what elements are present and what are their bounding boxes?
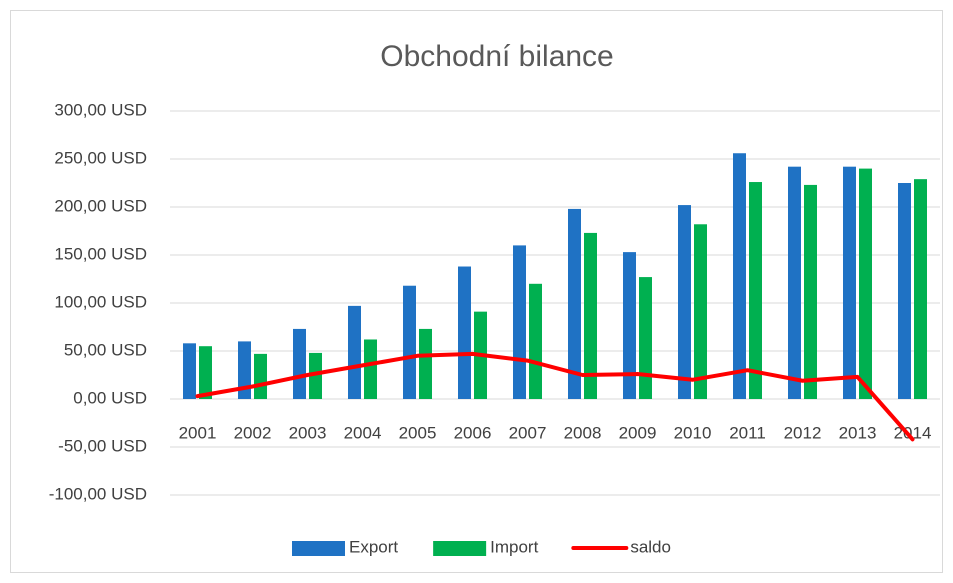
chart-border (10, 10, 943, 573)
y-tick-label: 200,00 USD (54, 196, 147, 215)
bar (623, 252, 636, 399)
y-tick-label: 250,00 USD (54, 148, 147, 167)
y-tick-label: -50,00 USD (58, 436, 147, 455)
x-tick-label: 2009 (619, 423, 657, 442)
x-tick-label: 2002 (234, 423, 272, 442)
x-tick-label: 2013 (839, 423, 877, 442)
bar (293, 328, 306, 399)
x-tick-label: 2005 (399, 423, 437, 442)
bar (788, 166, 801, 399)
y-tick-label: -100,00 USD (49, 484, 147, 503)
bar (183, 343, 196, 399)
y-tick-label: 0,00 USD (73, 388, 147, 407)
legend-label: Import (490, 537, 538, 556)
x-tick-label: 2010 (674, 423, 712, 442)
y-tick-label: 150,00 USD (54, 244, 147, 263)
legend-swatch (433, 541, 487, 556)
x-tick-label: 2001 (179, 423, 217, 442)
bar (733, 153, 746, 399)
bar (238, 341, 251, 399)
bar (364, 339, 377, 399)
x-tick-label: 2012 (784, 423, 822, 442)
x-tick-label: 2003 (289, 423, 327, 442)
y-tick-label: 50,00 USD (64, 340, 147, 359)
bar (419, 328, 432, 399)
x-tick-label: 2006 (454, 423, 492, 442)
bar (859, 168, 872, 399)
bar (843, 166, 856, 399)
bar (348, 305, 361, 399)
bar (914, 179, 927, 399)
line-series (195, 351, 915, 442)
bar (749, 182, 762, 399)
bar (529, 283, 542, 399)
y-tick-label: 300,00 USD (54, 100, 147, 119)
y-tick-label: 100,00 USD (54, 292, 147, 311)
x-tick-label: 2004 (344, 423, 382, 442)
bar (898, 183, 911, 399)
bar (804, 184, 817, 399)
bar (403, 285, 416, 399)
bar (694, 224, 707, 399)
legend-swatch (292, 541, 345, 556)
bar (678, 205, 691, 399)
bar (584, 232, 597, 399)
bar (639, 277, 652, 399)
x-tick-label: 2008 (564, 423, 602, 442)
bar (309, 352, 322, 399)
bar (513, 245, 526, 399)
bar (199, 346, 212, 399)
bar (254, 353, 267, 399)
x-tick-label: 2007 (509, 423, 547, 442)
legend-label: Export (349, 537, 398, 556)
legend-label: saldo (630, 537, 671, 556)
bar (458, 266, 471, 399)
chart-title: Obchodní bilance (380, 40, 614, 73)
x-tick-label: 2011 (729, 423, 766, 442)
bar (568, 208, 581, 399)
